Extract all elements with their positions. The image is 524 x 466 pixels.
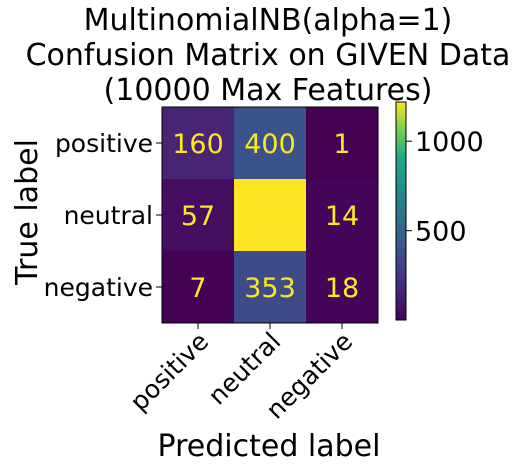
colorbar-frame (395, 101, 407, 321)
y-axis: positive neutral negative (44, 129, 162, 302)
chart-title-line-3: (10000 Max Features) (104, 73, 433, 108)
heatmap-cell-value: 1 (333, 129, 350, 160)
heatmap-cell (162, 179, 235, 252)
heatmap-cell-value: 400 (244, 129, 296, 160)
heatmap-cell-labels: 160 400 1 57 1219 14 7 353 18 (172, 129, 359, 304)
chart-title: MultinomialNB(alpha=1) Confusion Matrix … (26, 3, 511, 108)
y-tick-label: neutral (64, 201, 153, 230)
chart-title-line-2: Confusion Matrix on GIVEN Data (26, 38, 511, 73)
heatmap-cell-value: 353 (244, 273, 296, 304)
heatmap-cell (162, 251, 235, 324)
colorbar-gradient (396, 102, 406, 320)
chart-title-line-1: MultinomialNB(alpha=1) (84, 3, 453, 38)
heatmap-cell (306, 107, 379, 180)
heatmap-cell (234, 107, 307, 180)
x-axis-label: Predicted label (158, 429, 381, 464)
colorbar: 500 1000 (395, 101, 484, 321)
x-tick-label: positive (124, 327, 214, 417)
heatmap-cells (161, 106, 379, 324)
colorbar-ticks: 500 1000 (395, 101, 484, 321)
heatmap-cell-value: 160 (172, 129, 224, 160)
heatmap-cell-value: 57 (181, 201, 215, 232)
heatmap-cell (162, 107, 235, 180)
heatmap-cell (306, 251, 379, 324)
heatmap-cell-value: 14 (325, 201, 359, 232)
heatmap-cell-value: 1219 (236, 201, 305, 232)
heatmap-cell-value: 18 (325, 273, 359, 304)
heatmap-cell (306, 179, 379, 252)
heatmap-cell-value: 7 (189, 273, 206, 304)
colorbar-tick-label: 1000 (415, 127, 484, 158)
heatmap-cell (234, 251, 307, 324)
y-axis-label: True label (10, 139, 45, 286)
y-tick-label: negative (44, 273, 153, 302)
colorbar-tick-label: 500 (415, 217, 467, 248)
y-tick-label: positive (55, 129, 153, 158)
heatmap-cell (234, 179, 307, 252)
